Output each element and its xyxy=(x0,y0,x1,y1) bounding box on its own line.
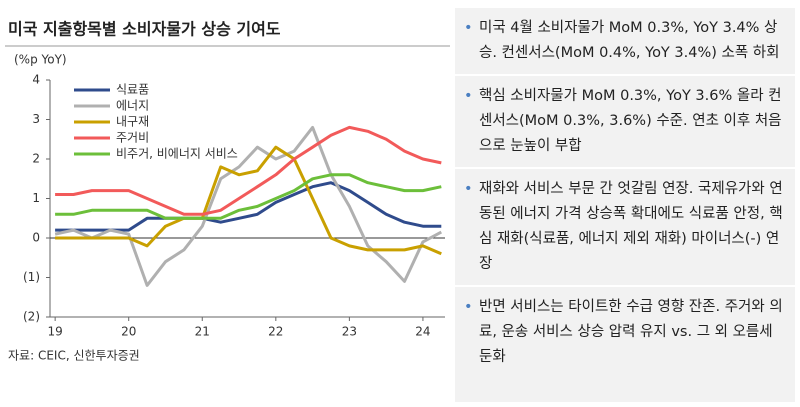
y-axis-label: (%p YoY) xyxy=(14,53,67,67)
source: 자료: CEIC, 신한투자증권 xyxy=(8,349,140,363)
series-line xyxy=(55,125,442,216)
notes-panel: 미국 4월 소비자물가 MoM 0.3%, YoY 3.4% 상승. 컨센서스(… xyxy=(455,8,795,402)
x-tick-label: 19 xyxy=(48,325,63,339)
y-tick-label: 2 xyxy=(32,152,40,166)
legend-label: 식료품 xyxy=(116,83,149,97)
y-tick-label: 0 xyxy=(32,231,40,245)
bullet: 재화와 서비스 부문 간 엇갈림 연장. 국제유가와 연동된 에너지 가격 상승… xyxy=(455,169,795,287)
x-tick-label: 23 xyxy=(342,325,357,339)
x-tick-label: 22 xyxy=(268,325,283,339)
bullet: 핵심 소비자물가 MoM 0.3%, YoY 3.6% 올라 컨센서스(MoM … xyxy=(455,76,795,169)
y-tick-label: (1) xyxy=(23,270,40,284)
series-line xyxy=(55,173,442,220)
x-tick-label: 24 xyxy=(415,325,430,339)
x-tick-label: 20 xyxy=(121,325,136,339)
legend-label: 비주거, 비에너지 서비스 xyxy=(116,147,238,161)
legend-label: 내구재 xyxy=(116,115,149,129)
legend-label: 주거비 xyxy=(116,131,149,145)
bullet: 미국 4월 소비자물가 MoM 0.3%, YoY 3.4% 상승. 컨센서스(… xyxy=(455,8,795,76)
series-line xyxy=(55,181,442,232)
chart-title: 미국 지출항목별 소비자물가 상승 기여도 xyxy=(8,20,281,39)
y-tick-label: 1 xyxy=(32,191,40,205)
series-line xyxy=(55,145,442,256)
y-tick-label: 4 xyxy=(32,73,40,87)
legend-label: 에너지 xyxy=(116,99,149,113)
x-tick-label: 21 xyxy=(195,325,210,339)
bullet: 반면 서비스는 타이트한 수급 영향 잔존. 주거와 의료, 운송 서비스 상승… xyxy=(455,287,795,378)
chart: 미국 지출항목별 소비자물가 상승 기여도 (%p YoY) 자료: CEIC,… xyxy=(5,20,450,363)
y-tick-label: (2) xyxy=(23,310,40,324)
y-tick-label: 3 xyxy=(32,112,40,126)
series-line xyxy=(54,125,443,287)
